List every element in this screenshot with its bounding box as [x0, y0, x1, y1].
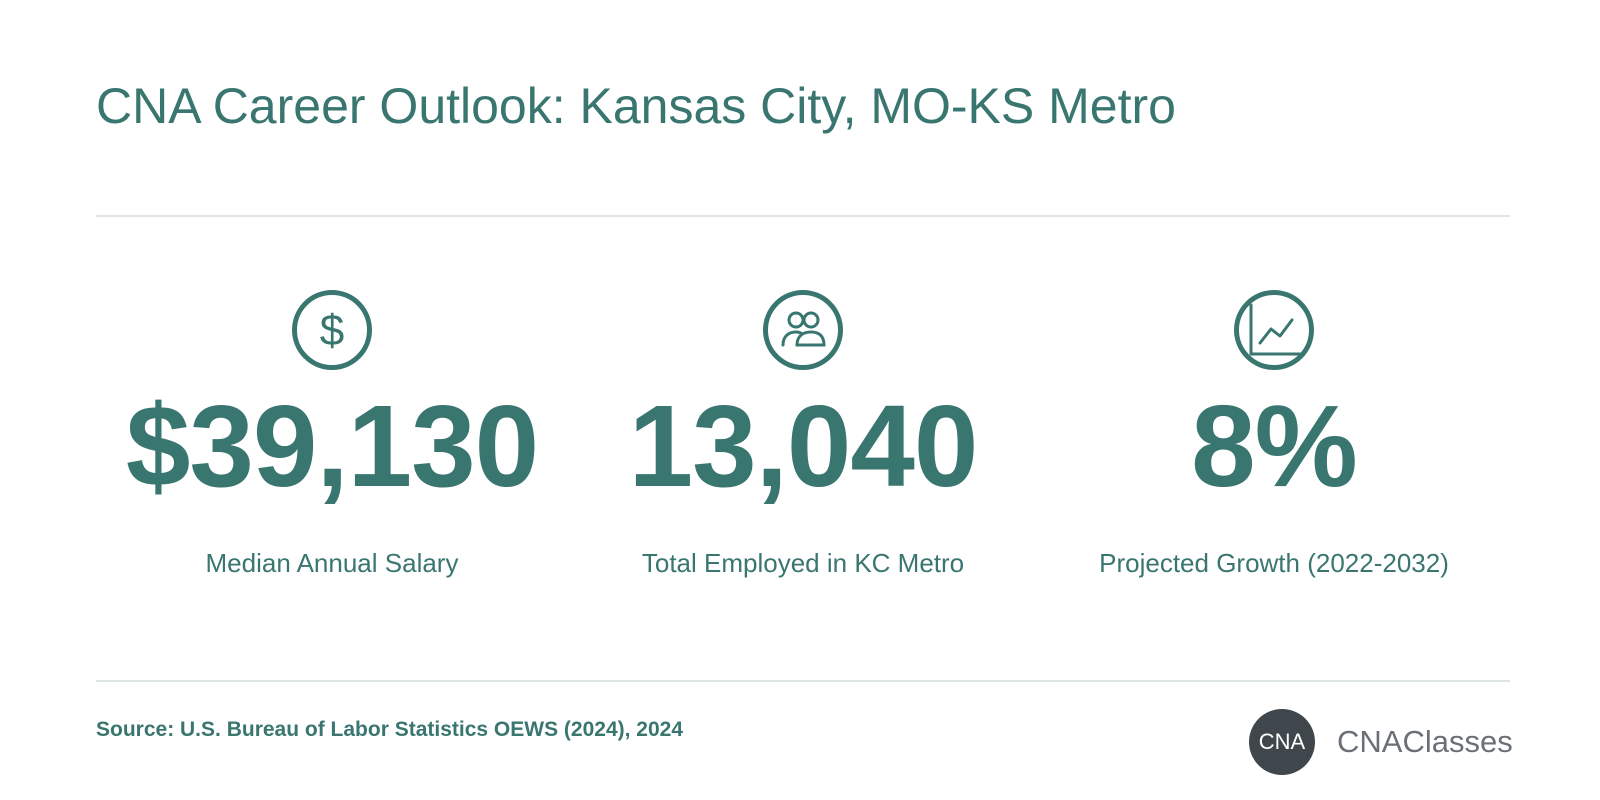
- stat-value: 8%: [1191, 381, 1358, 511]
- people-icon: [763, 290, 843, 370]
- svg-text:$: $: [320, 306, 344, 354]
- brand-name: CNAClasses: [1337, 724, 1513, 759]
- stat-total-employed: 13,040 Total Employed in KC Metro: [568, 290, 1038, 578]
- stat-value: $39,130: [125, 381, 539, 511]
- dollar-icon: $: [292, 290, 372, 370]
- brand-badge: CNA: [1249, 709, 1315, 775]
- top-divider: [96, 215, 1510, 217]
- stat-median-salary: $ $39,130 Median Annual Salary: [97, 290, 567, 578]
- page-title: CNA Career Outlook: Kansas City, MO-KS M…: [96, 78, 1176, 134]
- stat-label: Projected Growth (2022-2032): [1099, 548, 1449, 578]
- bottom-divider: [96, 680, 1510, 682]
- stat-label: Median Annual Salary: [205, 548, 459, 578]
- stat-value: 13,040: [628, 381, 979, 511]
- growth-chart-icon: [1234, 290, 1314, 370]
- stat-projected-growth: 8% Projected Growth (2022-2032): [1039, 290, 1509, 578]
- stat-label: Total Employed in KC Metro: [641, 548, 965, 578]
- source-citation: Source: U.S. Bureau of Labor Statistics …: [96, 718, 684, 741]
- brand-logo: CNA CNAClasses: [1249, 709, 1513, 775]
